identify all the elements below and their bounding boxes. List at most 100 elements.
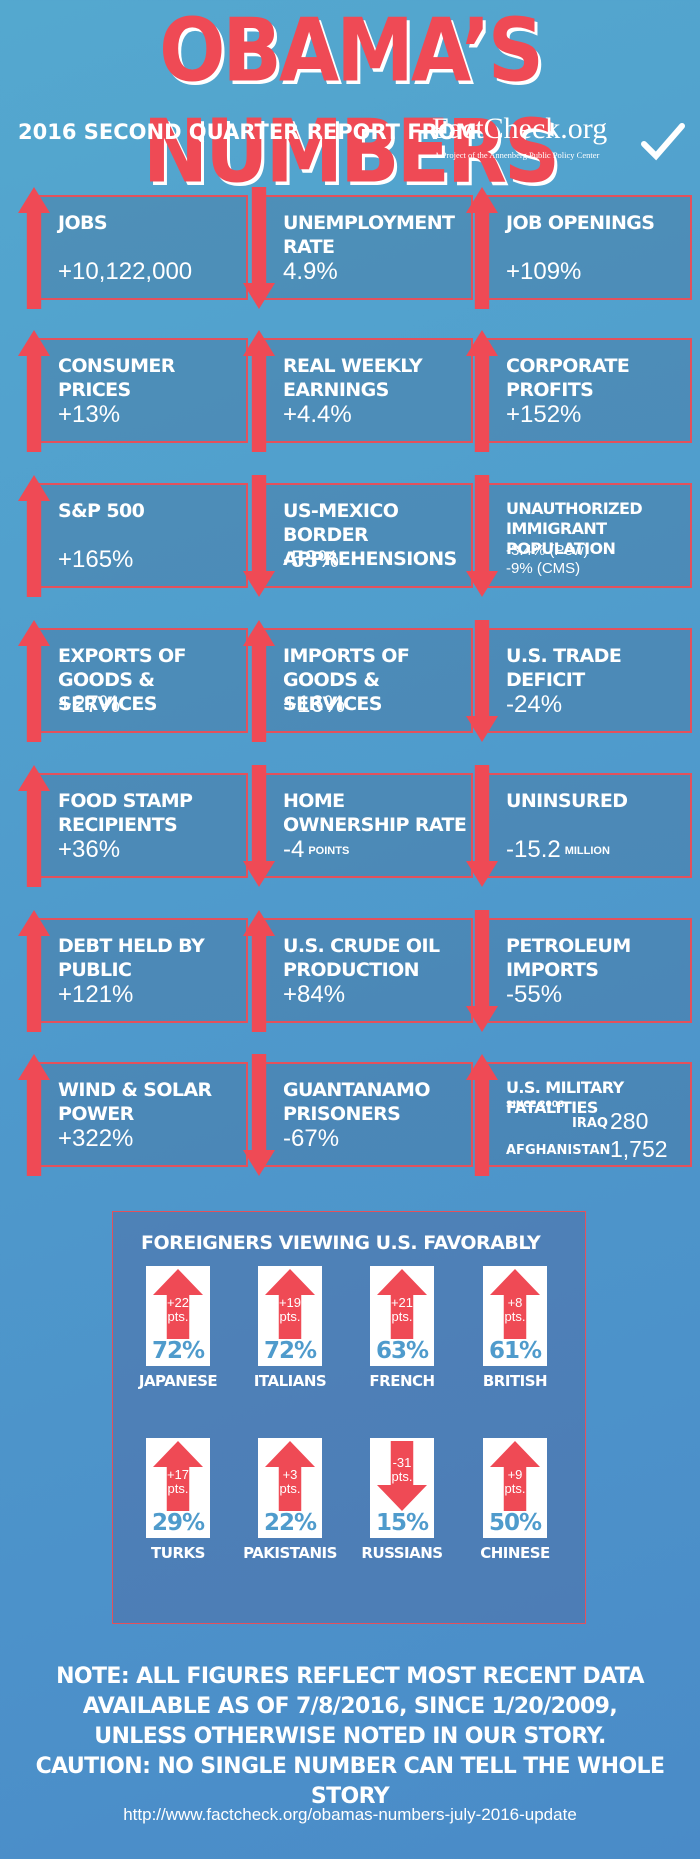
arrow-down-icon bbox=[243, 475, 275, 600]
stat-card: U.S. MILITARY FATALITIES SINCE 2008 IRAQ 28… bbox=[466, 1054, 692, 1176]
arrow-up-icon bbox=[153, 1269, 203, 1344]
arrow-up-icon bbox=[243, 620, 275, 745]
arrow-up-icon bbox=[18, 910, 50, 1035]
iraq-label: IRAQ bbox=[572, 1116, 608, 1131]
stat-value-number: -4 bbox=[283, 836, 305, 863]
stat-value: +36% bbox=[58, 836, 120, 864]
stat-value-number: +152% bbox=[506, 401, 582, 428]
since-label: SINCE 2008 bbox=[506, 1100, 565, 1110]
arrow-up-icon bbox=[18, 765, 50, 890]
stat-label: UNEMPLOYMENT RATE bbox=[283, 212, 455, 258]
arrow-up-icon bbox=[466, 330, 498, 455]
pts-label: pts. bbox=[504, 1481, 526, 1496]
stat-value-pew: -3.4% (Pew) bbox=[506, 542, 589, 559]
stat-card: CORPORATE PROFITS +152% bbox=[466, 330, 692, 452]
stat-value-number: +165% bbox=[58, 546, 134, 573]
iraq-value: 280 bbox=[610, 1108, 649, 1134]
country-label: JAPANESE bbox=[138, 1372, 218, 1390]
stat-value: -53% bbox=[283, 546, 339, 574]
stat-card: JOB OPENINGS +109% bbox=[466, 187, 692, 309]
favorability-cell: +19 pts. 72% bbox=[258, 1266, 322, 1366]
stat-label: REAL WEEKLY EARNINGS bbox=[283, 355, 423, 401]
percent-value: 72% bbox=[151, 1338, 205, 1364]
arrow-down-icon bbox=[243, 765, 275, 890]
arrow-up-icon bbox=[466, 187, 498, 312]
change-value: +22 bbox=[166, 1295, 190, 1310]
stat-value: -24% bbox=[506, 691, 562, 719]
change-value: +3 bbox=[282, 1467, 298, 1482]
pts-label: pts. bbox=[391, 1469, 413, 1484]
stat-label: CORPORATE PROFITS bbox=[506, 355, 630, 401]
stat-unit: MILLION bbox=[564, 844, 610, 857]
stat-card: UNEMPLOYMENT RATE 4.9% bbox=[243, 187, 473, 309]
stat-label: U.S. CRUDE OIL PRODUCTION bbox=[283, 935, 440, 981]
change-value: +19 bbox=[278, 1295, 302, 1310]
arrow-down-icon bbox=[466, 475, 498, 600]
stat-value-number: +4.4% bbox=[283, 401, 352, 428]
change-value: -31 bbox=[392, 1455, 412, 1470]
stat-label: IMPORTS OF GOODS & SERVICES bbox=[283, 645, 410, 715]
note-line: UNLESS OTHERWISE NOTED IN OUR STORY. bbox=[94, 1724, 606, 1749]
stat-label: UNINSURED bbox=[506, 790, 628, 812]
change-value: +9 bbox=[507, 1467, 523, 1482]
logo-text: FactCheck.org bbox=[432, 112, 608, 145]
stat-value: +109% bbox=[506, 258, 581, 286]
arrow-up-icon bbox=[243, 910, 275, 1035]
stat-label: FOOD STAMP RECIPIENTS bbox=[58, 790, 193, 836]
stat-label: EXPORTS OF GOODS & SERVICES bbox=[58, 645, 186, 715]
stat-card: IMPORTS OF GOODS & SERVICES +16% bbox=[243, 620, 473, 742]
stat-value: -4 POINTS bbox=[283, 836, 349, 864]
factcheck-logo[interactable]: FactCheck.org A Project of the Annenberg… bbox=[432, 112, 690, 167]
pts-label: pts. bbox=[504, 1309, 526, 1324]
stat-card: S&P 500 +165% bbox=[18, 475, 248, 597]
stat-value-number: -24% bbox=[506, 691, 563, 718]
country-label: PAKISTANIS bbox=[243, 1544, 337, 1562]
stat-value: +152% bbox=[506, 401, 581, 429]
country-label: FRENCH bbox=[369, 1372, 435, 1390]
stat-unit: POINTS bbox=[308, 844, 350, 857]
country-label: ITALIANS bbox=[253, 1372, 327, 1390]
country-label: BRITISH bbox=[482, 1372, 548, 1390]
stat-card: EXPORTS OF GOODS & SERVICES +27% bbox=[18, 620, 248, 742]
stat-label: DEBT HELD BY PUBLIC bbox=[58, 935, 205, 981]
stat-value: -55% bbox=[506, 981, 562, 1009]
stat-card: REAL WEEKLY EARNINGS +4.4% bbox=[243, 330, 473, 452]
afghanistan-label: AFGHANISTAN bbox=[506, 1143, 611, 1158]
stat-value: +84% bbox=[283, 981, 345, 1009]
percent-value: 61% bbox=[488, 1338, 542, 1364]
stat-label: PETROLEUM IMPORTS bbox=[506, 935, 631, 981]
stat-value-number: +322% bbox=[58, 1125, 134, 1152]
arrow-up-icon bbox=[243, 330, 275, 455]
arrow-up-icon bbox=[153, 1441, 203, 1516]
favorability-cell: +17 pts. 29% bbox=[146, 1438, 210, 1538]
favorability-panel: FOREIGNERS VIEWING U.S. FAVORABLY +22 pts… bbox=[112, 1211, 586, 1624]
stat-card: WIND & SOLAR POWER +322% bbox=[18, 1054, 248, 1176]
percent-value: 29% bbox=[151, 1510, 205, 1536]
stat-value: 4.9% bbox=[283, 258, 338, 286]
page-subtitle: 2016 SECOND QUARTER REPORT FROM bbox=[18, 120, 477, 144]
arrow-down-icon bbox=[466, 620, 498, 745]
stat-value-number: +36% bbox=[58, 836, 121, 863]
change-value: +21 bbox=[390, 1295, 414, 1310]
stat-label: S&P 500 bbox=[58, 500, 145, 522]
percent-value: 15% bbox=[375, 1510, 429, 1536]
stat-value: +16% bbox=[283, 691, 345, 719]
arrow-up-icon bbox=[18, 187, 50, 312]
pts-label: pts. bbox=[279, 1481, 301, 1496]
percent-value: 63% bbox=[375, 1338, 429, 1364]
stat-label: JOB OPENINGS bbox=[506, 212, 655, 234]
stat-card: GUANTANAMO PRISONERS -67% bbox=[243, 1054, 473, 1176]
stat-value-number: +84% bbox=[283, 981, 346, 1008]
arrow-up-icon bbox=[18, 330, 50, 455]
stat-value: +13% bbox=[58, 401, 120, 429]
stat-value-number: +10,122,000 bbox=[58, 258, 193, 285]
stat-card: DEBT HELD BY PUBLIC +121% bbox=[18, 910, 248, 1032]
stat-card: UNINSURED -15.2 MILLION bbox=[466, 765, 692, 887]
checkmark-icon bbox=[641, 123, 685, 161]
favorability-cell: +8 pts. 61% bbox=[483, 1266, 547, 1366]
stat-card: U.S. TRADE DEFICIT -24% bbox=[466, 620, 692, 742]
country-label: CHINESE bbox=[480, 1544, 550, 1562]
stat-value: +322% bbox=[58, 1125, 133, 1153]
stat-value-cms: -9% (CMS) bbox=[506, 560, 581, 577]
footer-url-link[interactable]: http://www.factcheck.org/obamas-numbers-… bbox=[123, 1805, 577, 1824]
